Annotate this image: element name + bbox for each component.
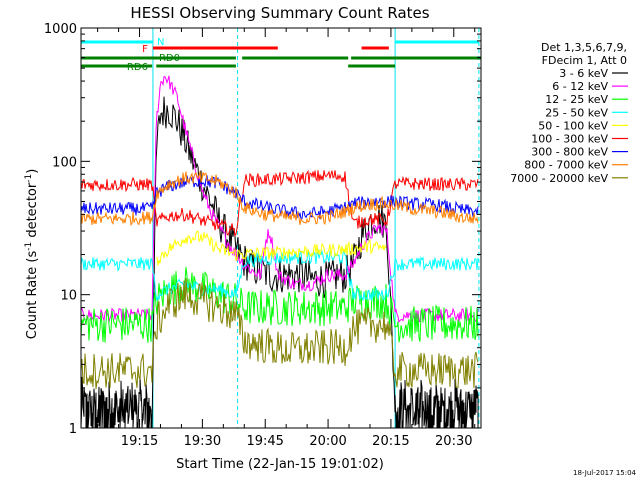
legend-header-2: FDecim 1, Att 0 [542, 54, 627, 67]
legend-label-3: 12 - 25 keV [545, 93, 608, 106]
series-line-3 [80, 266, 479, 343]
y-tick-label-4: 1000 [44, 22, 77, 37]
chart-title: HESSI Observing Summary Count Rates [130, 4, 429, 22]
y-axis-label: Count Rate (s-1 detector-1) [24, 169, 40, 340]
series-line-9 [80, 278, 479, 390]
legend-label-7: 300 - 800 keV [531, 146, 608, 159]
x-tick-label-1: 19:15 [121, 434, 158, 449]
x-tick-label-6: 20:30 [435, 434, 472, 449]
flag-label-rd0: RD0 [159, 53, 180, 64]
legend-label-2: 6 - 12 keV [552, 80, 608, 93]
x-tick-label-3: 19:45 [246, 434, 283, 449]
flag-label-f: F [142, 44, 148, 55]
series-line-2 [80, 75, 479, 323]
legend-label-8: 800 - 7000 keV [524, 159, 608, 172]
flag-label-rd6: RD6 [127, 62, 148, 73]
plot-frame [80, 27, 482, 429]
x-tick-label-4: 20:00 [309, 434, 346, 449]
series-line-8 [80, 171, 479, 227]
legend-label-6: 100 - 300 keV [531, 133, 608, 146]
y-tick-label-3: 100 [52, 155, 77, 170]
x-tick-label-2: 19:30 [184, 434, 221, 449]
plot-area: NF RD0 RD6 1 10 100 1000 19:15 19:30 19:45 20:00 20… [44, 22, 482, 449]
x-tick-label-5: 20:15 [372, 434, 409, 449]
legend-header-1: Det 1,3,5,6,7,9, [541, 41, 627, 54]
legend-label-1: 3 - 6 keV [559, 67, 608, 80]
series-line-5 [156, 230, 387, 266]
flag-label-n: N [157, 37, 164, 48]
legend: Det 1,3,5,6,7,9,FDecim 1, Att 03 - 6 keV… [510, 41, 628, 185]
series-line-4 [80, 249, 479, 301]
series-line-1 [80, 96, 479, 429]
y-tick-label-1: 1 [69, 422, 77, 437]
series-line-7 [80, 175, 479, 221]
y-tick-label-2: 10 [60, 289, 77, 304]
legend-label-5: 50 - 100 keV [538, 119, 608, 132]
x-axis-label: Start Time (22-Jan-15 19:01:02) [176, 457, 384, 472]
legend-label-4: 25 - 50 keV [545, 106, 608, 119]
series-line-6 [80, 169, 479, 237]
legend-label-9: 7000 - 20000 keV [510, 172, 608, 185]
footer-timestamp: 18-Jul-2017 15:04 [573, 469, 637, 477]
